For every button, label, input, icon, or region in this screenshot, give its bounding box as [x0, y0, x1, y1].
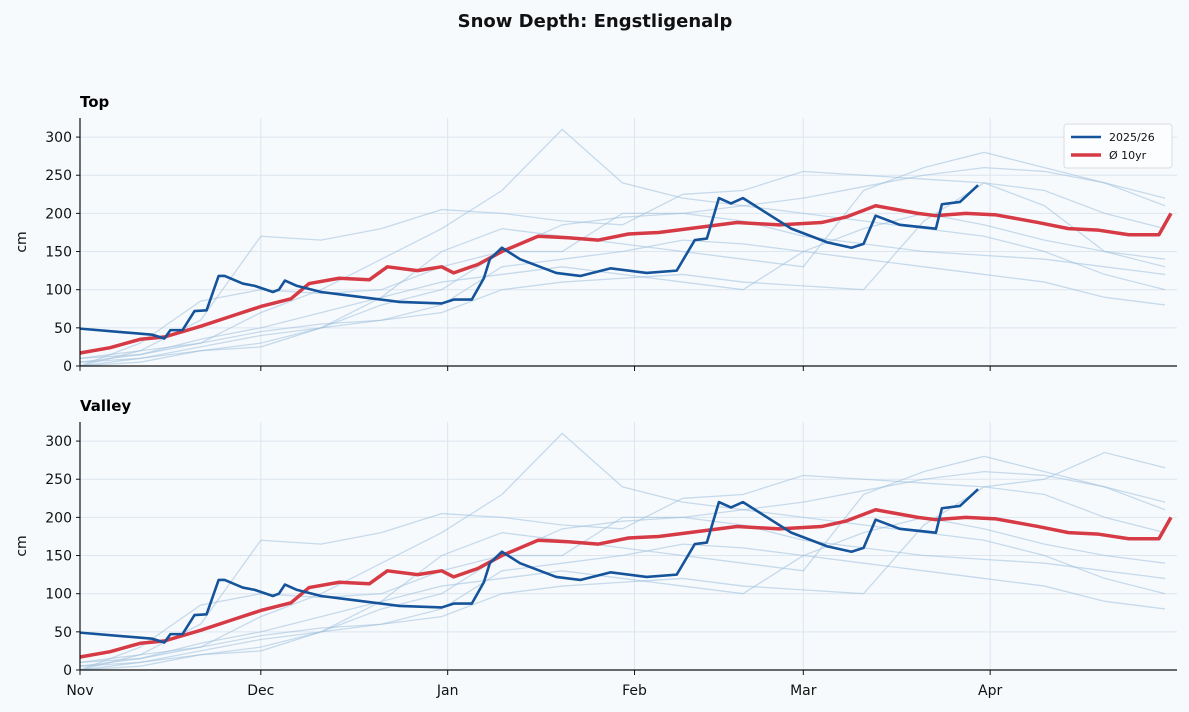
- y-tick-label: 250: [45, 472, 72, 488]
- legend: 2025/26 Ø 10yr: [1063, 123, 1173, 169]
- history-season-line: [79, 128, 1166, 363]
- y-tick-label: 50: [54, 321, 72, 337]
- panel-title: Valley: [80, 397, 131, 415]
- chart-title: Snow Depth: Engstligenalp: [458, 11, 733, 32]
- history-season-line: [79, 474, 1166, 664]
- y-tick-label: 200: [45, 510, 72, 526]
- history-season-line: [79, 516, 1166, 664]
- y-axis-label: cm: [14, 231, 30, 252]
- y-tick-label: 300: [45, 434, 72, 450]
- y-axis-label: cm: [14, 535, 30, 556]
- current-season-line: [79, 184, 979, 340]
- x-tick-label: Feb: [622, 683, 647, 699]
- history-season-line: [79, 151, 1166, 367]
- legend-label-average: Ø 10yr: [1109, 149, 1147, 162]
- x-tick-label: Apr: [978, 683, 1002, 699]
- y-tick-label: 0: [63, 359, 72, 375]
- y-tick-label: 0: [63, 663, 72, 679]
- current-season-line: [79, 488, 979, 644]
- y-tick-label: 150: [45, 245, 72, 261]
- history-season-line: [79, 212, 1166, 360]
- history-season-line: [79, 432, 1166, 667]
- y-tick-label: 100: [45, 587, 72, 603]
- history-season-line: [79, 451, 1166, 671]
- average-10yr-line: [79, 204, 1173, 355]
- history-season-line: [79, 239, 1166, 363]
- history-season-line: [79, 516, 1166, 671]
- x-tick-label: Jan: [436, 683, 459, 699]
- history-season-line: [79, 212, 1166, 367]
- panel-valley: 0 50 100 150 200 250 300 Nov Dec Jan Feb Mar Apr Vall…: [14, 397, 1177, 699]
- x-tick-label: Dec: [247, 683, 274, 699]
- average-10yr-line: [79, 508, 1173, 659]
- y-tick-label: 150: [45, 549, 72, 565]
- x-tick-label: Mar: [790, 683, 817, 699]
- legend-label-current: 2025/26: [1109, 131, 1155, 144]
- y-tick-label: 200: [45, 206, 72, 222]
- history-season-line: [79, 170, 1166, 360]
- legend-box: [1063, 123, 1173, 169]
- history-season-line: [79, 455, 1166, 671]
- history-season-line: [79, 470, 1166, 671]
- y-tick-label: 300: [45, 130, 72, 146]
- history-season-line: [79, 543, 1166, 667]
- history-season-line: [79, 166, 1166, 367]
- y-tick-label: 250: [45, 168, 72, 184]
- y-tick-label: 50: [54, 625, 72, 641]
- y-tick-label: 100: [45, 283, 72, 299]
- history-season-line: [79, 182, 1166, 367]
- panel-title: Top: [80, 93, 110, 111]
- x-tick-label: Nov: [66, 683, 93, 699]
- panel-top: 0 50 100 150 200 250 300 Top cm 2025/26 Ø 10yr: [14, 93, 1177, 375]
